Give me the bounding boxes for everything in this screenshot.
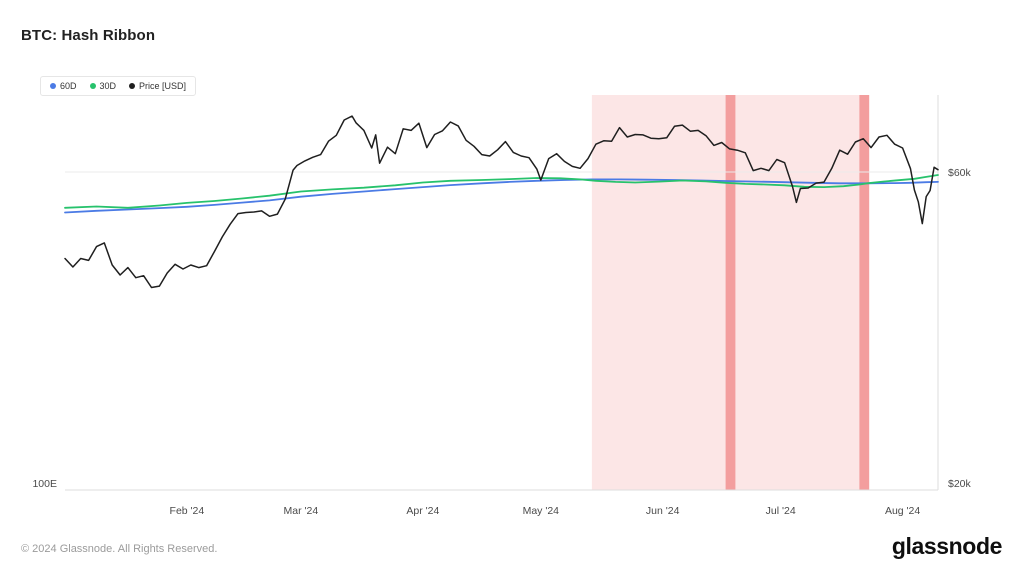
chart-title: BTC: Hash Ribbon	[21, 27, 156, 44]
x-tick-label-jun-24: Jun '24	[646, 505, 680, 517]
capitulation-band-2	[859, 95, 870, 490]
x-tick-label-apr-24: Apr '24	[406, 505, 439, 517]
x-tick-label-may-24: May '24	[523, 505, 560, 517]
legend-dot-60d	[50, 83, 56, 89]
series-line-price-usd	[64, 115, 939, 289]
series-line-60d	[64, 178, 939, 214]
price-tick-label-20k: $20k	[948, 478, 972, 490]
x-tick-label-mar-24: Mar '24	[284, 505, 319, 517]
legend-item-30d[interactable]: 30D	[89, 81, 117, 91]
chart-legend: 60D 30D Price [USD]	[40, 76, 197, 96]
hash-ribbon-capitulation-region	[591, 95, 870, 490]
legend-dot-30d	[89, 83, 96, 89]
x-tick-label-aug-24: Aug '24	[885, 505, 920, 517]
legend-label-price-usd: Price [USD]	[139, 81, 187, 91]
price-tick-label-60k: $60k	[948, 167, 972, 179]
legend-item-60d[interactable]: 60D	[50, 81, 77, 91]
glassnode-logo: glassnode	[891, 533, 1003, 559]
legend-item-price-usd[interactable]: Price [USD]	[129, 81, 186, 91]
capitulation-band-1	[725, 95, 736, 490]
x-tick-label-feb-24: Feb '24	[170, 505, 205, 517]
series-line-30d	[64, 174, 939, 209]
legend-dot-price-usd	[129, 83, 136, 89]
copyright-text: © 2024 Glassnode. All Rights Reserved.	[21, 543, 218, 555]
hash-tick-label-100e: 100E	[32, 478, 57, 490]
legend-label-30d: 30D	[99, 81, 117, 91]
legend-label-60d: 60D	[60, 81, 77, 91]
x-tick-label-jul-24: Jul '24	[766, 505, 796, 517]
